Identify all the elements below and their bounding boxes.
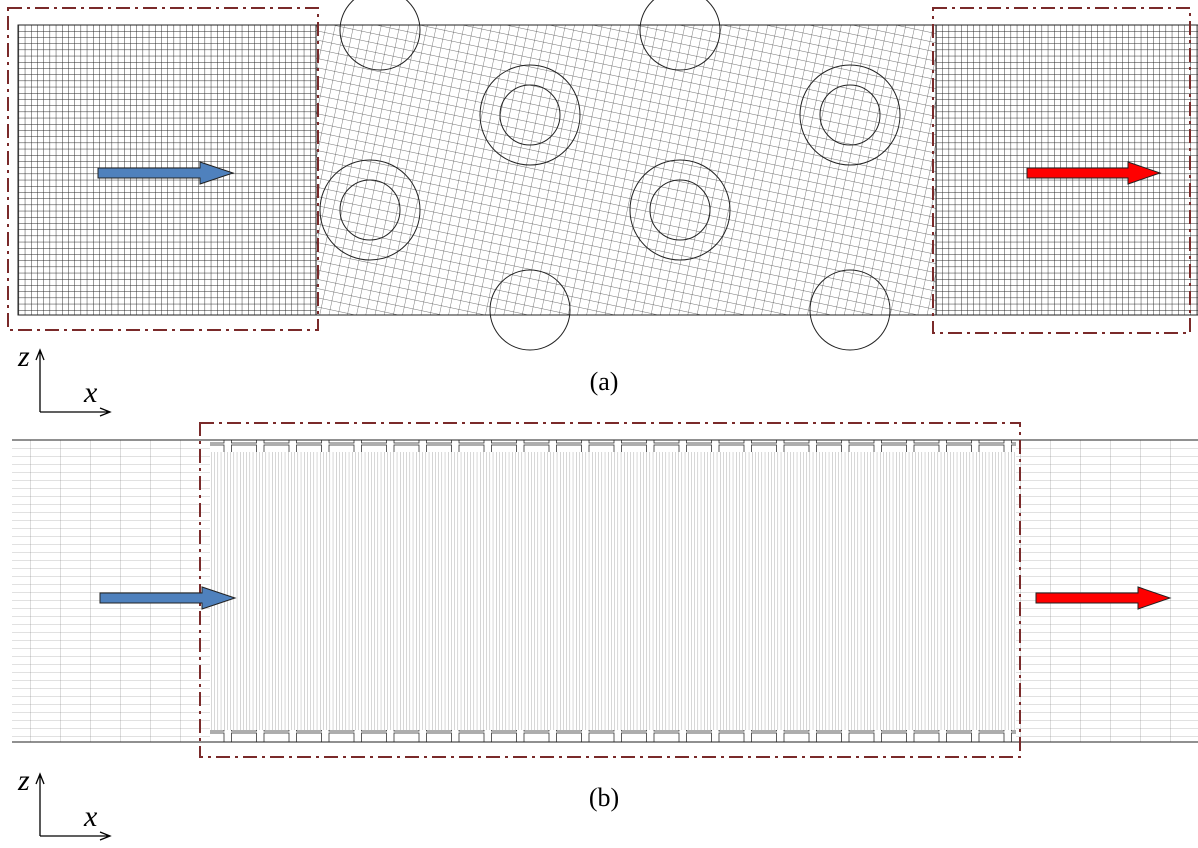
mesh-a: [7, 0, 1198, 351]
axis-label: z: [17, 764, 30, 797]
unstructured-region: [315, 24, 937, 316]
dashed-box: [932, 7, 1191, 334]
refinement-circles: [319, 0, 901, 351]
wall-cells: [210, 730, 1016, 742]
axis-label: x: [83, 376, 98, 409]
dashed-box: [7, 7, 319, 331]
core-mesh: [210, 452, 1016, 730]
outflow-arrow: [1035, 586, 1172, 610]
axes-icon: [35, 348, 112, 417]
wall-cells: [210, 440, 1016, 452]
panel-label: (b): [589, 783, 619, 812]
inflow-arrow: [99, 586, 237, 610]
outflow-arrow: [1026, 161, 1162, 185]
inlet-mesh: [12, 440, 210, 742]
axis-label: x: [83, 800, 98, 833]
axis-label: z: [17, 340, 30, 373]
panel-label: (a): [590, 367, 619, 396]
dashed-box: [199, 422, 1021, 758]
inflow-arrow: [97, 161, 235, 185]
outlet-mesh: [1016, 440, 1198, 742]
mesh-b: [12, 422, 1198, 758]
axes-icon: [35, 772, 112, 841]
